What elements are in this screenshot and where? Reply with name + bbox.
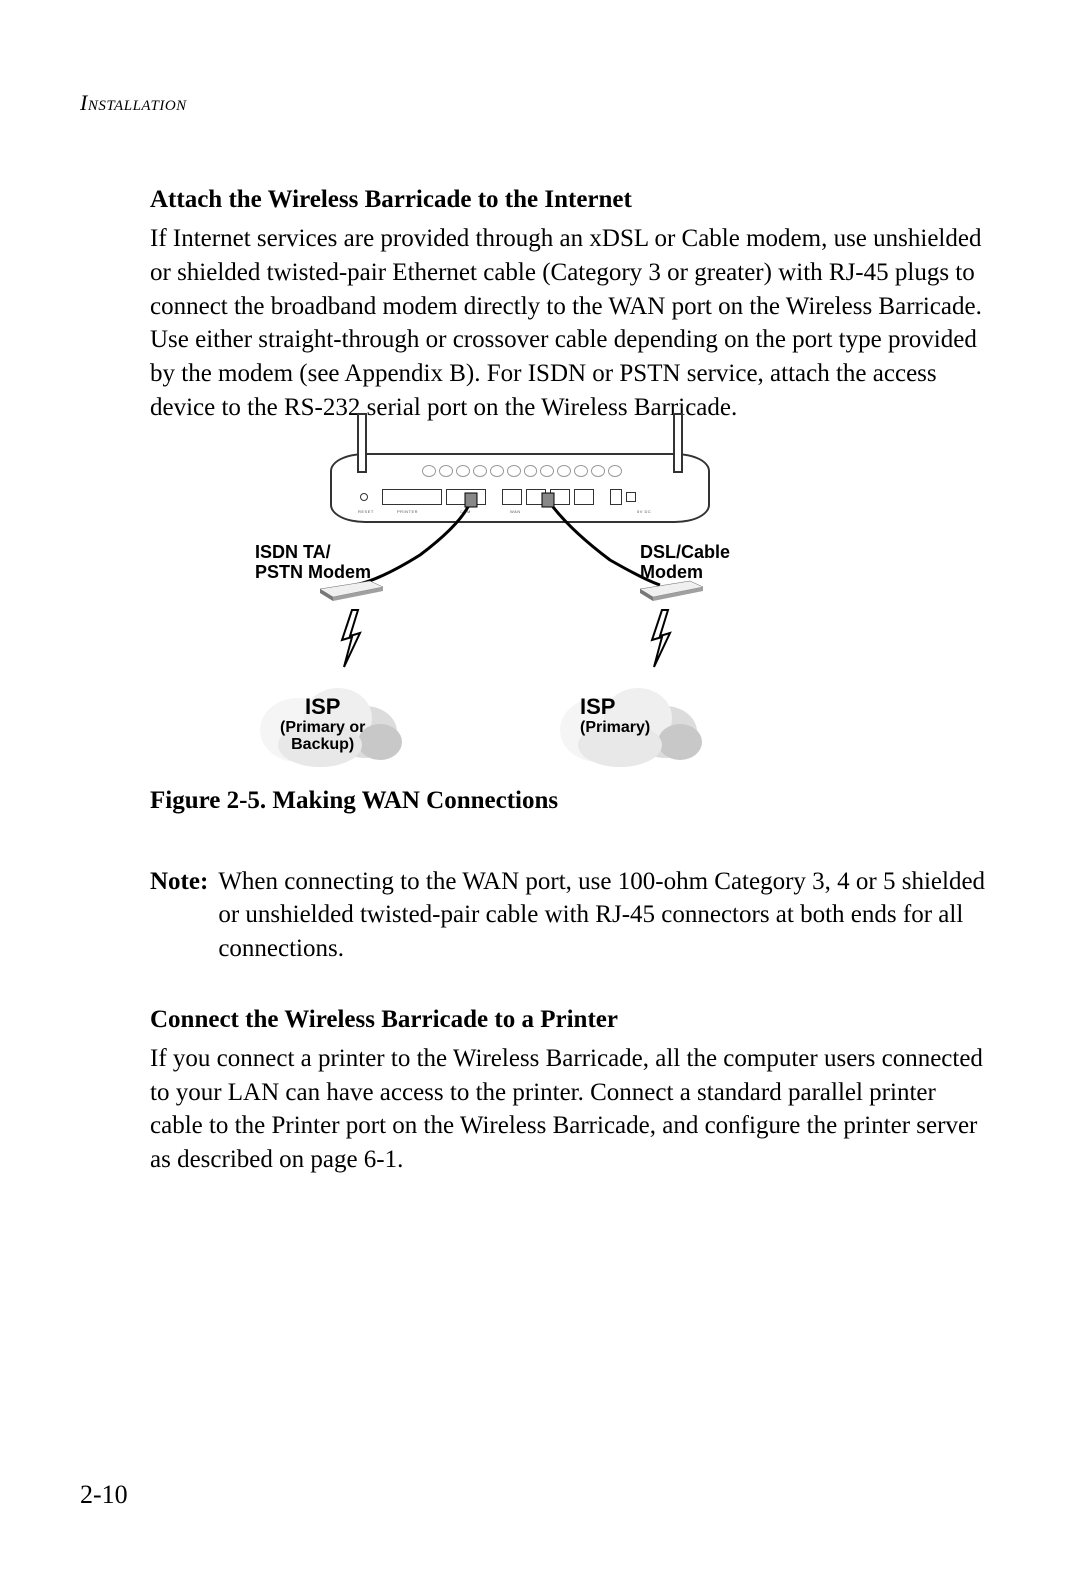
content-area: Attach the Wireless Barricade to the Int…	[150, 186, 990, 1177]
figure-diagram: RESET PRINTER COM WAN 5V DC ISDN TA/	[150, 435, 990, 775]
bolt-left-icon	[330, 605, 370, 675]
section1-heading: Attach the Wireless Barricade to the Int…	[150, 186, 990, 214]
figure-caption: Figure 2-5. Making WAN Connections	[150, 787, 990, 815]
isp-right-label: ISP (Primary)	[580, 695, 650, 737]
isp1-small2-label: Backup)	[280, 736, 365, 754]
note-text: When connecting to the WAN port, use 100…	[218, 865, 990, 966]
isdn-label-line2: PSTN Modem	[255, 562, 371, 582]
isp1-small1-label: (Primary or	[280, 719, 365, 737]
dsl-label-line1: DSL/Cable	[640, 542, 730, 562]
isdn-label-line1: ISDN TA/	[255, 542, 331, 562]
note-label: Note:	[150, 865, 208, 966]
bolt-right-icon	[640, 605, 680, 675]
isp1-big-label: ISP	[280, 695, 365, 719]
isp-left-label: ISP (Primary or Backup)	[280, 695, 365, 754]
note-block: Note: When connecting to the WAN port, u…	[150, 865, 990, 966]
section1-body: If Internet services are provided throug…	[150, 222, 990, 425]
page-header: Installation	[80, 90, 1000, 116]
section2-body: If you connect a printer to the Wireless…	[150, 1042, 990, 1177]
isp2-big-label: ISP	[580, 695, 650, 719]
dsl-label: DSL/Cable Modem	[640, 542, 730, 583]
dsl-label-line2: Modem	[640, 562, 703, 582]
isp2-small-label: (Primary)	[580, 719, 650, 737]
section2-heading: Connect the Wireless Barricade to a Prin…	[150, 1006, 990, 1034]
page-number: 2-10	[80, 1480, 128, 1510]
isdn-label: ISDN TA/ PSTN Modem	[255, 542, 371, 583]
